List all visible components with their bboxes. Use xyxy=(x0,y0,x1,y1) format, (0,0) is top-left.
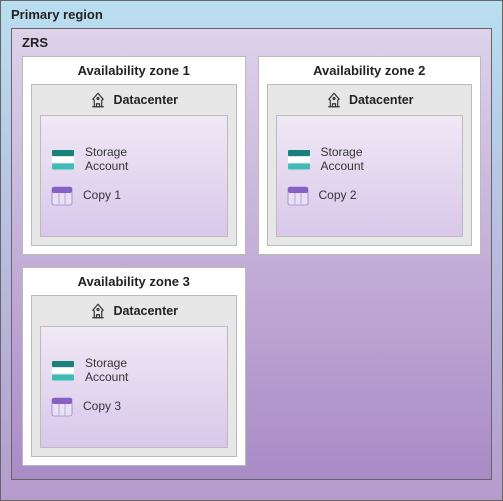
copy-icon xyxy=(287,186,309,206)
storage-label: StorageAccount xyxy=(85,146,128,174)
copy-row: Copy 2 xyxy=(287,186,453,206)
zone-title: Availability zone 2 xyxy=(267,63,473,78)
datacenter-inner: StorageAccount Copy 3 xyxy=(40,326,228,448)
copy-label: Copy 1 xyxy=(83,189,121,203)
storage-row: StorageAccount xyxy=(51,357,217,385)
availability-zone-2: Availability zone 2 Datacenter xyxy=(258,56,482,255)
copy-icon xyxy=(51,397,73,417)
datacenter-label-row: Datacenter xyxy=(40,91,228,109)
primary-region-title: Primary region xyxy=(11,7,492,22)
datacenter-box: Datacenter StorageAccount xyxy=(267,84,473,246)
copy-icon xyxy=(51,186,73,206)
copy-row: Copy 1 xyxy=(51,186,217,206)
datacenter-inner: StorageAccount Copy 2 xyxy=(276,115,464,237)
datacenter-inner: StorageAccount Copy 1 xyxy=(40,115,228,237)
zrs-box: ZRS Availability zone 1 Datacenter xyxy=(11,28,492,480)
zone-title: Availability zone 1 xyxy=(31,63,237,78)
storage-row: StorageAccount xyxy=(51,146,217,174)
zones-grid: Availability zone 1 Datacenter xyxy=(22,56,481,466)
zrs-title: ZRS xyxy=(22,35,481,50)
copy-label: Copy 2 xyxy=(319,189,357,203)
storage-account-icon xyxy=(51,149,75,171)
primary-region-box: Primary region ZRS Availability zone 1 D… xyxy=(0,0,503,501)
datacenter-text: Datacenter xyxy=(349,93,414,107)
storage-label: StorageAccount xyxy=(321,146,364,174)
datacenter-label-row: Datacenter xyxy=(276,91,464,109)
datacenter-text: Datacenter xyxy=(113,304,178,318)
datacenter-icon xyxy=(325,91,343,109)
zone-title: Availability zone 3 xyxy=(31,274,237,289)
copy-row: Copy 3 xyxy=(51,397,217,417)
datacenter-text: Datacenter xyxy=(113,93,178,107)
availability-zone-1: Availability zone 1 Datacenter xyxy=(22,56,246,255)
datacenter-box: Datacenter StorageAccount xyxy=(31,295,237,457)
storage-row: StorageAccount xyxy=(287,146,453,174)
storage-account-icon xyxy=(287,149,311,171)
datacenter-box: Datacenter StorageAccount xyxy=(31,84,237,246)
storage-label: StorageAccount xyxy=(85,357,128,385)
datacenter-icon xyxy=(89,302,107,320)
datacenter-label-row: Datacenter xyxy=(40,302,228,320)
availability-zone-3: Availability zone 3 Datacenter xyxy=(22,267,246,466)
copy-label: Copy 3 xyxy=(83,400,121,414)
storage-account-icon xyxy=(51,360,75,382)
datacenter-icon xyxy=(89,91,107,109)
